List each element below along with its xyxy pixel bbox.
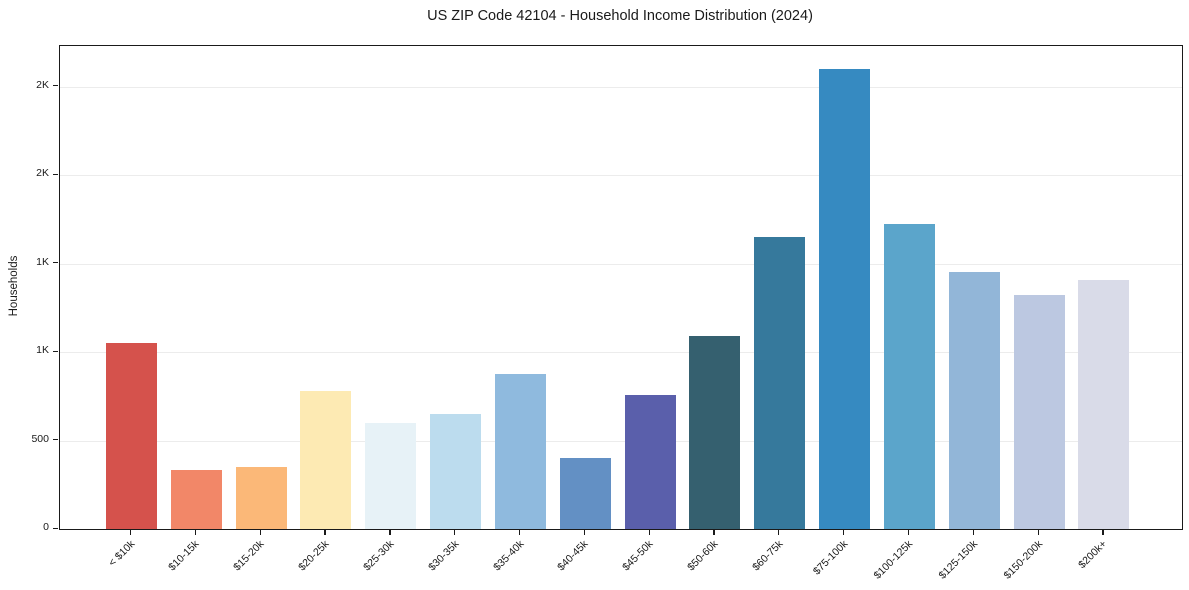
x-tick-label: $10-15k: [166, 538, 202, 574]
y-axis-title: Households: [8, 255, 20, 317]
x-tick-mark: [1102, 529, 1104, 535]
plot-area: [59, 45, 1183, 530]
x-tick-mark: [778, 529, 780, 535]
bar: [430, 414, 482, 529]
chart-title: US ZIP Code 42104 - Household Income Dis…: [427, 8, 813, 24]
y-tick-mark: [53, 350, 58, 352]
y-tick-label: 1K: [36, 344, 49, 357]
bar: [1078, 279, 1130, 529]
bar: [106, 343, 157, 529]
bar: [559, 458, 611, 529]
x-tick-label: $100-125k: [871, 538, 915, 582]
x-tick-mark: [907, 529, 910, 535]
x-tick-mark: [648, 529, 650, 535]
x-tick-label: $60-75k: [749, 538, 786, 574]
gridline: [60, 440, 1182, 442]
x-tick-mark: [583, 529, 585, 535]
y-tick-mark: [53, 262, 58, 264]
x-tick-label: $200k+: [1076, 538, 1110, 572]
x-tick-label: $75-100k: [810, 538, 851, 578]
x-tick-mark: [389, 529, 391, 535]
bar: [365, 422, 417, 529]
x-tick-mark: [713, 529, 715, 535]
y-tick-label: 0: [43, 521, 49, 533]
bar: [300, 391, 352, 529]
gridline: [60, 86, 1182, 88]
bar: [1013, 294, 1065, 529]
y-tick-label: 1K: [36, 255, 49, 268]
x-tick-mark: [324, 529, 326, 535]
y-tick-mark: [53, 173, 58, 175]
x-tick-mark: [454, 529, 456, 535]
gridline: [60, 175, 1182, 177]
bar: [624, 395, 676, 529]
x-tick-label: $25-30k: [360, 538, 397, 574]
bar: [819, 69, 871, 529]
x-tick-label: $150-200k: [1001, 538, 1045, 582]
bar: [754, 237, 806, 529]
bar: [494, 374, 546, 529]
x-tick-label: $125-150k: [936, 538, 980, 582]
x-tick-label: $50-60k: [685, 538, 721, 574]
bar: [948, 272, 1000, 529]
x-tick-label: $40-45k: [555, 538, 591, 574]
y-tick-label: 500: [31, 432, 49, 445]
y-tick-label: 2K: [36, 78, 49, 91]
gridline: [60, 352, 1182, 354]
bar: [883, 223, 935, 529]
gridline: [60, 263, 1182, 265]
y-tick-label: 2K: [36, 167, 49, 180]
x-tick-mark: [194, 529, 197, 535]
x-tick-label: $30-35k: [425, 538, 462, 574]
x-tick-mark: [1037, 529, 1039, 535]
bar: [235, 467, 287, 529]
y-tick-mark: [53, 85, 58, 87]
x-tick-mark: [972, 529, 974, 535]
x-tick-mark: [843, 529, 845, 535]
x-tick-mark: [518, 529, 521, 535]
y-tick-mark: [53, 527, 58, 529]
x-tick-mark: [130, 529, 132, 535]
x-tick-label: $35-40k: [490, 538, 526, 574]
bar: [170, 469, 222, 529]
x-tick-label: $15-20k: [231, 538, 267, 574]
x-tick-label: $45-50k: [620, 538, 656, 574]
x-tick-label: $20-25k: [296, 538, 332, 574]
bar: [689, 336, 741, 529]
y-tick-mark: [53, 439, 58, 441]
x-tick-mark: [259, 529, 261, 535]
x-tick-label: < $10k: [105, 538, 137, 569]
